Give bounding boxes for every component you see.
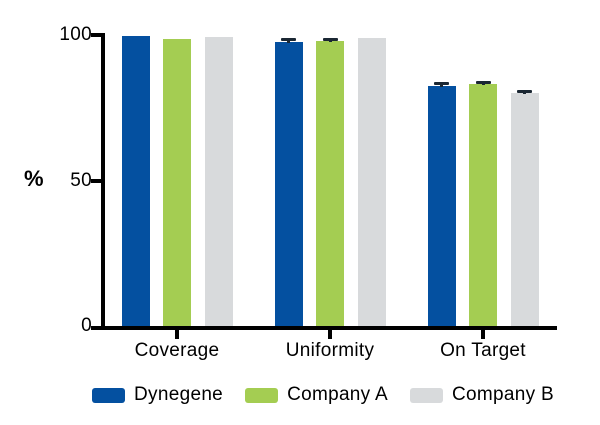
x-tick-label-uniformity: Uniformity [285,340,375,361]
y-tick-label-100: 100 [59,24,92,45]
bar-dynegene-coverage [121,36,150,326]
x-tick-mark-uniformity [328,330,332,339]
legend-swatch-company-b [409,387,443,403]
error-bar-cap [322,37,338,41]
error-bar-cap [517,90,532,94]
legend: Dynegene Company A Company B [0,384,600,406]
legend-item-dynegene: Dynegene [92,384,223,406]
legend-item-company-b: Company B [409,384,554,406]
y-axis-title: % [24,166,44,191]
legend-swatch-company-a [245,387,279,403]
y-tick-label-50: 50 [70,170,92,191]
bar-company-a-coverage [163,38,191,326]
legend-label-dynegene: Dynegene [134,384,224,405]
error-bar-cap [434,81,449,85]
bar-company-a-uniformity [316,40,344,326]
x-axis-line [91,326,557,330]
bar-dynegene-uniformity [274,42,303,326]
x-tick-label-coverage: Coverage [134,340,220,361]
bar-dynegene-on-target [427,85,456,326]
legend-label-company-b: Company B [451,384,554,405]
bar-company-a-on-target [469,83,497,326]
bar-company-b-on-target [510,93,539,326]
error-bar-cap [475,80,491,84]
y-tick-mark-50 [91,179,105,183]
y-axis-line [101,33,105,330]
y-tick-mark-100 [91,33,105,37]
legend-swatch-dynegene [92,387,126,403]
legend-item-company-a: Company A [245,384,388,406]
x-tick-label-on-target: On Target [440,340,526,361]
y-tick-label-0: 0 [81,315,92,336]
legend-label-company-a: Company A [287,384,388,405]
bar-company-b-coverage [204,37,233,326]
x-tick-mark-on-target [481,330,485,339]
error-bar-cap [281,38,296,42]
bar-company-b-uniformity [357,38,386,326]
x-tick-mark-coverage [175,330,179,339]
